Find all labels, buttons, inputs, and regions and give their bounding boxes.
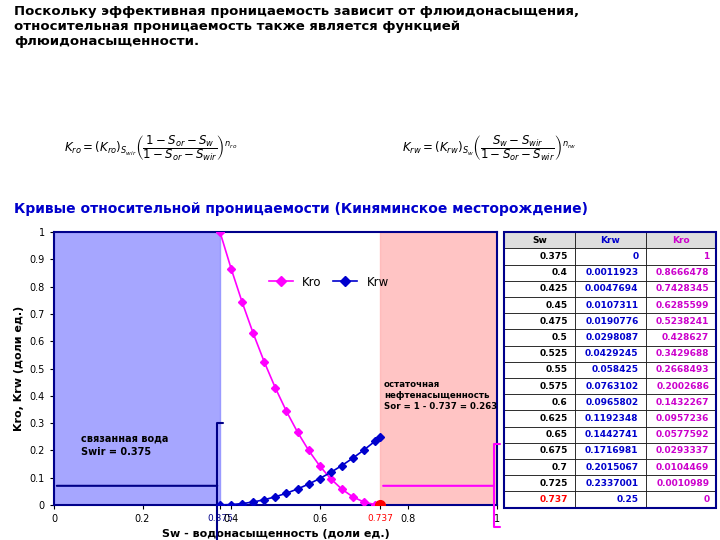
Text: Поскольку эффективная проницаемость зависит от флюидонасыщения,
относительная пр: Поскольку эффективная проницаемость зави…: [14, 5, 580, 49]
Krw: [305, 481, 313, 487]
Krw: [282, 490, 291, 496]
Krw: [348, 455, 357, 461]
Kro: [282, 408, 291, 415]
Krw: [216, 502, 225, 508]
Kro: [348, 494, 357, 500]
Kro: [359, 499, 368, 505]
Legend: Kro, Krw: Kro, Krw: [264, 271, 394, 293]
Text: остаточная
нефтенасыщенность
Sor = 1 - 0.737 = 0.263: остаточная нефтенасыщенность Sor = 1 - 0…: [384, 380, 497, 411]
Kro: [238, 299, 246, 306]
Kro: [216, 229, 225, 235]
Krw: [249, 499, 258, 505]
Kro: [338, 486, 346, 492]
Text: $K_{ro}=(K_{ro})_{S_{wir}}\left(\dfrac{1-S_{or}-S_w}{1-S_{or}-S_{wir}}\right)^{n: $K_{ro}=(K_{ro})_{S_{wir}}\left(\dfrac{1…: [63, 133, 237, 163]
Krw: [326, 469, 335, 476]
Krw: [227, 501, 235, 508]
Kro: [249, 330, 258, 337]
Krw: [376, 434, 384, 440]
Kro: [293, 429, 302, 435]
Line: Krw: Krw: [217, 434, 383, 508]
Kro: [326, 476, 335, 482]
Text: связанная вода
Swir = 0.375: связанная вода Swir = 0.375: [81, 433, 168, 456]
X-axis label: Sw - водонасыщенность (доли ед.): Sw - водонасыщенность (доли ед.): [161, 530, 390, 539]
Bar: [54, 232, 220, 505]
Krw: [271, 494, 279, 500]
Krw: [359, 447, 368, 453]
Y-axis label: Kro, Krw (доли ед.): Kro, Krw (доли ед.): [14, 306, 24, 431]
Krw: [371, 438, 379, 444]
Text: Кривые относительной проницаемости (Киняминское месторождение): Кривые относительной проницаемости (Киня…: [14, 202, 588, 216]
Kro: [227, 265, 235, 272]
Kro: [371, 501, 379, 508]
Kro: [376, 502, 384, 508]
Kro: [305, 447, 313, 454]
Krw: [260, 496, 269, 503]
Kro: [260, 359, 269, 365]
Line: Kro: Kro: [217, 230, 383, 508]
Krw: [293, 485, 302, 492]
Krw: [338, 462, 346, 469]
Krw: [315, 475, 324, 482]
Kro: [315, 463, 324, 469]
Kro: [271, 385, 279, 392]
Bar: [380, 232, 497, 505]
Krw: [238, 501, 246, 507]
Text: $K_{rw}=(K_{rw})_{S_w}\left(\dfrac{S_w-S_{wir}}{1-S_{or}-S_{wir}}\right)^{n_{rw}: $K_{rw}=(K_{rw})_{S_w}\left(\dfrac{S_w-S…: [402, 133, 577, 163]
